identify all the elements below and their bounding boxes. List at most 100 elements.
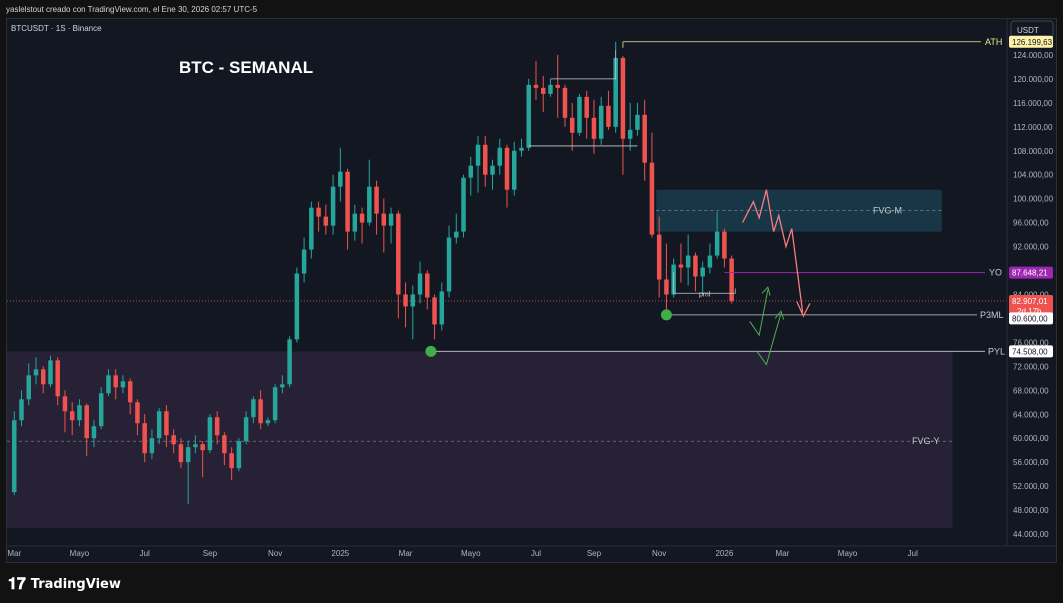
candle[interactable] (678, 243, 684, 283)
candle[interactable] (280, 375, 285, 394)
candle[interactable] (700, 261, 705, 295)
candle[interactable] (490, 159, 495, 190)
chart-pane[interactable]: FVG-Y FVG-M ATH YO P3ML PYL pml BTCUSDT · 1S … (6, 18, 1057, 563)
candle[interactable] (12, 411, 17, 496)
candlestick-chart[interactable]: FVG-Y FVG-M ATH YO P3ML PYL pml BTCUSDT · 1S … (7, 19, 1056, 562)
candle[interactable] (722, 228, 727, 268)
candle[interactable] (156, 408, 162, 445)
candle[interactable] (417, 261, 423, 304)
candle[interactable] (533, 60, 539, 100)
candle[interactable] (410, 285, 416, 340)
candle[interactable] (635, 102, 640, 136)
candle[interactable] (236, 438, 242, 472)
candle[interactable] (127, 378, 133, 415)
candle[interactable] (620, 56, 626, 175)
candle[interactable] (483, 135, 488, 187)
candle[interactable] (693, 252, 698, 292)
candle[interactable] (251, 396, 256, 424)
candle[interactable] (729, 255, 734, 304)
candle[interactable] (403, 282, 408, 328)
candle[interactable] (214, 411, 220, 445)
candle[interactable] (475, 135, 481, 193)
candle[interactable] (287, 336, 292, 388)
candle[interactable] (642, 99, 647, 181)
candle[interactable] (685, 234, 691, 286)
candle[interactable] (26, 363, 31, 406)
candle[interactable] (330, 174, 336, 235)
candle[interactable] (432, 294, 437, 340)
candle[interactable] (591, 99, 597, 154)
candle[interactable] (388, 207, 394, 244)
price-axis[interactable] (1007, 19, 1056, 562)
candle[interactable] (323, 204, 329, 235)
candle[interactable] (142, 414, 147, 463)
candle[interactable] (40, 366, 46, 394)
candle[interactable] (62, 390, 68, 433)
candle[interactable] (207, 414, 213, 454)
candle[interactable] (178, 438, 184, 469)
candle[interactable] (396, 210, 401, 319)
candle[interactable] (425, 270, 430, 310)
candle[interactable] (569, 102, 575, 151)
candle[interactable] (519, 138, 524, 157)
candle[interactable] (265, 417, 271, 427)
candle[interactable] (468, 156, 474, 196)
candle[interactable] (164, 405, 169, 448)
candle[interactable] (200, 441, 205, 478)
candle[interactable] (439, 282, 445, 331)
candle[interactable] (193, 435, 198, 454)
candle[interactable] (294, 267, 300, 343)
candle[interactable] (714, 211, 720, 259)
candle[interactable] (606, 90, 611, 130)
candle[interactable] (454, 213, 459, 244)
candle[interactable] (98, 387, 104, 430)
candle[interactable] (229, 447, 234, 481)
candle[interactable] (338, 147, 343, 202)
candle[interactable] (33, 357, 39, 385)
candle[interactable] (55, 357, 60, 406)
candle[interactable] (548, 78, 553, 97)
candle[interactable] (272, 384, 278, 424)
candle[interactable] (664, 243, 669, 315)
candle[interactable] (627, 102, 633, 151)
candle[interactable] (374, 180, 379, 235)
candle[interactable] (649, 132, 655, 238)
candle[interactable] (243, 411, 249, 445)
currency-button[interactable]: USDT (1010, 20, 1054, 39)
candle[interactable] (656, 216, 662, 298)
candle[interactable] (106, 369, 111, 397)
candle[interactable] (222, 432, 227, 466)
candle[interactable] (562, 84, 568, 127)
candle[interactable] (584, 90, 589, 139)
candle[interactable] (352, 204, 358, 241)
candle[interactable] (120, 375, 126, 394)
candle[interactable] (598, 96, 604, 145)
candle[interactable] (359, 207, 365, 244)
candle[interactable] (555, 54, 560, 118)
candle[interactable] (113, 369, 118, 400)
candle[interactable] (461, 174, 466, 238)
candle[interactable] (149, 429, 155, 460)
candle[interactable] (91, 420, 97, 448)
candle[interactable] (446, 225, 452, 298)
candle[interactable] (367, 159, 372, 226)
candle[interactable] (48, 355, 53, 388)
candle[interactable] (526, 78, 531, 151)
candle[interactable] (19, 390, 24, 427)
candle[interactable] (497, 138, 502, 175)
candle[interactable] (171, 429, 176, 454)
candle[interactable] (504, 144, 510, 208)
candle[interactable] (185, 441, 191, 505)
candle[interactable] (309, 201, 314, 259)
candle[interactable] (135, 399, 140, 436)
candle[interactable] (301, 237, 307, 283)
candle[interactable] (512, 141, 517, 196)
tradingview-logo[interactable]: 𝟏𝟕 TradingView (8, 574, 121, 594)
candle[interactable] (258, 390, 263, 430)
candle[interactable] (381, 198, 387, 253)
candle[interactable] (69, 402, 75, 436)
candle[interactable] (77, 399, 82, 427)
candle[interactable] (316, 201, 321, 232)
candle[interactable] (540, 75, 546, 112)
candle[interactable] (345, 168, 350, 250)
